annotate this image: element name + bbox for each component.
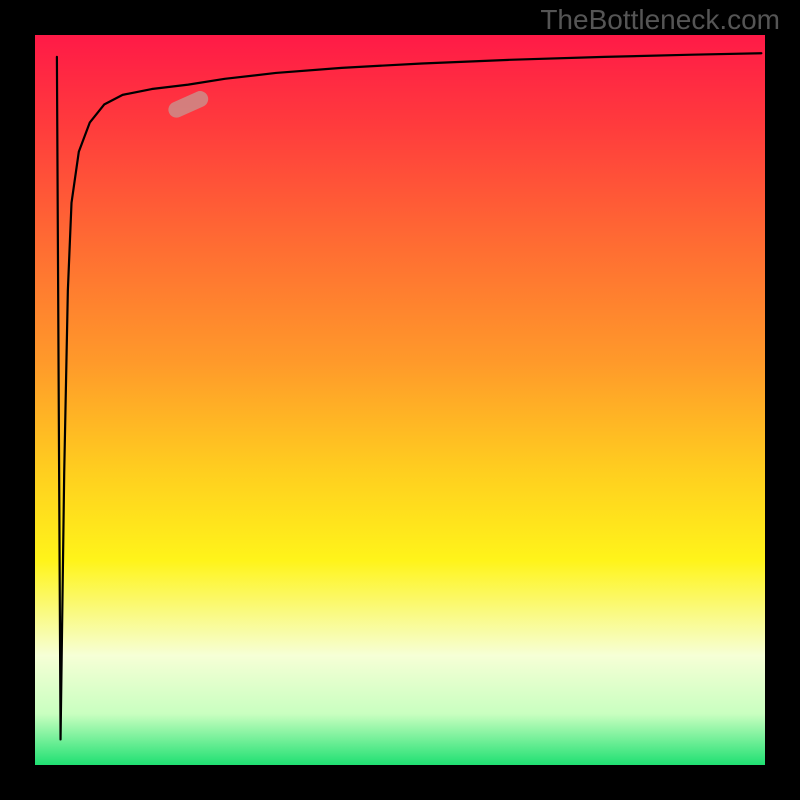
bottleneck-chart: TheBottleneck.com xyxy=(0,0,800,800)
performance-curve xyxy=(57,53,761,739)
attribution-text: TheBottleneck.com xyxy=(540,4,780,36)
curve-layer xyxy=(35,35,765,765)
marker-group xyxy=(166,89,211,121)
curve-marker xyxy=(166,89,211,121)
plot-area xyxy=(35,35,765,765)
